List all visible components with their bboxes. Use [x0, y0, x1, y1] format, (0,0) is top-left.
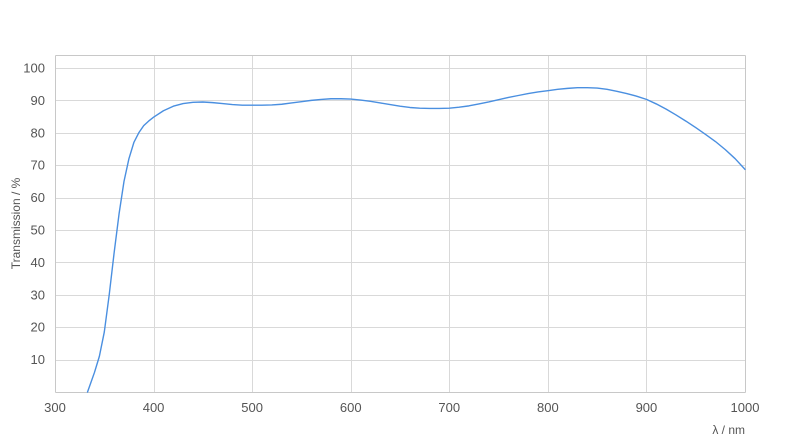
- x-axis-tick-labels: 300 400 500 600 700 800 900 1000: [44, 400, 759, 415]
- y-tick-label: 80: [31, 125, 45, 140]
- y-axis-tick-labels: 10 20 30 40 50 60 70 80 90 100: [23, 60, 45, 367]
- x-tick-label: 900: [636, 400, 658, 415]
- y-tick-label: 100: [23, 60, 45, 75]
- vertical-gridlines: [154, 55, 647, 392]
- axis-frame: [55, 55, 746, 393]
- horizontal-gridlines: [55, 68, 745, 361]
- data-series-group: [86, 87, 746, 393]
- y-tick-label: 10: [31, 352, 45, 367]
- x-tick-label: 1000: [731, 400, 760, 415]
- x-tick-label: 300: [44, 400, 66, 415]
- y-tick-label: 70: [31, 158, 45, 173]
- y-tick-label: 90: [31, 93, 45, 108]
- x-axis-title: λ / nm: [712, 423, 745, 437]
- series-line-transmission: [86, 87, 746, 393]
- x-tick-label: 500: [241, 400, 263, 415]
- y-axis-title: Transmission / %: [9, 177, 23, 269]
- x-tick-label: 600: [340, 400, 362, 415]
- x-tick-label: 400: [143, 400, 165, 415]
- y-tick-label: 60: [31, 190, 45, 205]
- y-tick-label: 40: [31, 255, 45, 270]
- y-tick-label: 30: [31, 287, 45, 302]
- y-tick-label: 20: [31, 320, 45, 335]
- x-tick-label: 800: [537, 400, 559, 415]
- y-tick-label: 50: [31, 222, 45, 237]
- x-tick-label: 700: [438, 400, 460, 415]
